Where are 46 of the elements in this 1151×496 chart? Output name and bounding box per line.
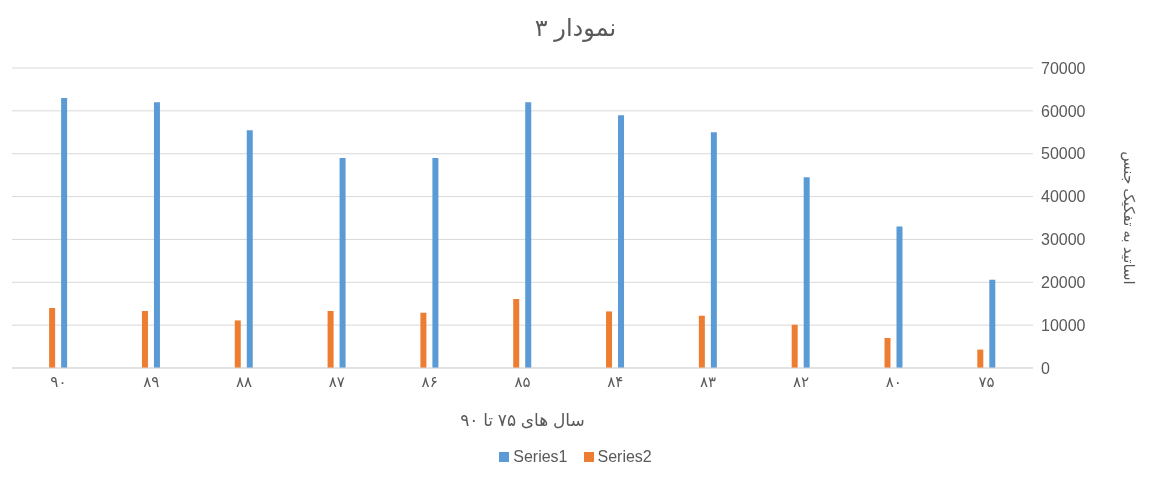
- y-tick-label: 30000: [1041, 231, 1086, 249]
- bar: [803, 177, 810, 368]
- bar: [525, 102, 532, 368]
- bar: [513, 299, 520, 368]
- x-tick-label: ۸۷: [328, 372, 345, 390]
- bar: [606, 311, 613, 368]
- bar: [234, 320, 241, 368]
- bar: [327, 311, 334, 368]
- bar: [432, 158, 439, 368]
- bar: [698, 315, 705, 368]
- x-tick-label: ۸۰: [885, 372, 902, 390]
- x-tick-label: ۸۸: [235, 372, 253, 390]
- y-tick-label: 0: [1041, 359, 1050, 377]
- x-tick-label: ۸۹: [143, 372, 160, 390]
- x-tick-label: ۷۵: [978, 372, 995, 390]
- bar: [884, 338, 891, 368]
- bar: [989, 279, 996, 368]
- y-axis-title: اساتید به تفکیک جنس: [1119, 151, 1138, 285]
- bar: [141, 311, 148, 368]
- bar: [49, 308, 56, 368]
- y-tick-label: 60000: [1041, 102, 1086, 120]
- y-tick-label: 10000: [1041, 316, 1086, 334]
- x-tick-label: ۸۵: [514, 372, 531, 390]
- x-tick-label: ۸۳: [700, 372, 717, 390]
- x-axis-title: سال های ۷۵ تا ۹۰: [460, 411, 585, 430]
- chart-title: نمودار ۳: [533, 13, 618, 44]
- bar: [153, 102, 160, 368]
- bar: [791, 324, 798, 368]
- bar: [896, 226, 903, 368]
- y-tick-label: 70000: [1041, 59, 1086, 77]
- bar: [246, 130, 253, 368]
- x-tick-label: ۸۴: [607, 372, 624, 390]
- y-tick-label: 40000: [1041, 188, 1086, 206]
- x-tick-label: ۸۶: [421, 372, 438, 390]
- x-tick-label: ۹۰: [50, 372, 67, 390]
- bar: [618, 115, 625, 368]
- legend-label: Series2: [597, 448, 652, 466]
- y-tick-label: 20000: [1041, 273, 1086, 291]
- bar: [339, 158, 346, 368]
- bar: [420, 312, 427, 368]
- bar: [61, 98, 68, 368]
- bar: [977, 349, 984, 368]
- bar: [710, 132, 717, 368]
- legend-label: Series1: [513, 448, 568, 466]
- y-tick-label: 50000: [1041, 145, 1086, 163]
- x-tick-label: ۸۲: [792, 372, 810, 390]
